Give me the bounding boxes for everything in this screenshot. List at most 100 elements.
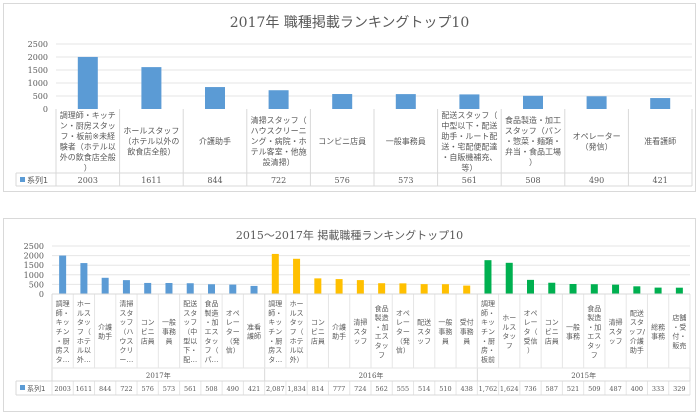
category-label: 師・ (56, 308, 70, 317)
data-value-label: 421 (653, 176, 668, 185)
category-label: タ（ (524, 327, 538, 336)
category-label: ルス (290, 309, 304, 317)
category-label: （ハ (119, 328, 133, 336)
bar (441, 284, 449, 294)
category-label: 食品 (205, 299, 219, 308)
category-label: スタ (353, 327, 367, 336)
category-label: ホー (77, 300, 91, 308)
category-label: 助手 (332, 332, 346, 341)
bar (141, 67, 162, 109)
category-label: 外の飲食店全般 (60, 152, 116, 162)
category-label: フ・板前※未経 (60, 131, 115, 141)
category-label: 護師 (247, 332, 261, 341)
data-value-label: 514 (418, 385, 430, 393)
category-label: 房ス (268, 346, 282, 355)
category-label: スタ (119, 308, 133, 317)
category-label: ビニ (311, 327, 325, 336)
category-label: 事務 (651, 332, 665, 341)
category-label: 信） (396, 346, 410, 355)
bar (527, 279, 534, 294)
category-label: ター (226, 327, 240, 336)
category-label: タッ (290, 318, 304, 327)
category-label: ルス (77, 309, 91, 317)
category-label: レー (524, 319, 538, 327)
category-label: クリ (119, 347, 133, 355)
y-tick-label: 0 (39, 290, 44, 299)
category-label: 店員 (311, 336, 325, 345)
category-label: タ… (56, 355, 70, 364)
data-value-label: 844 (99, 385, 111, 393)
category-label: レー (396, 319, 410, 327)
data-value-label: 1,834 (287, 385, 306, 393)
category-label: 一般 (566, 322, 580, 331)
category-label: ッフ (183, 319, 197, 327)
bar (484, 260, 492, 294)
category-label: 事務 (438, 327, 452, 336)
y-tick-label: 500 (29, 280, 44, 289)
category-label: 型以 (183, 336, 197, 345)
category-label: ング・病院・ホ (251, 136, 307, 146)
bar (59, 255, 67, 294)
category-label: 弁当・食品工場 (505, 147, 561, 157)
bar (650, 98, 671, 109)
category-label: （ホテル以外の (123, 136, 179, 146)
bar (505, 262, 513, 294)
category-label: 房・ (481, 346, 495, 355)
legend-swatch (20, 385, 25, 390)
bar (144, 282, 152, 294)
category-label: タッ (375, 341, 389, 350)
data-value-label: 576 (141, 385, 153, 393)
category-label: チン (481, 328, 495, 336)
category-label: 受信 (524, 336, 538, 345)
data-value-label: 2,087 (266, 385, 285, 393)
bar (205, 87, 225, 109)
data-value-label: 576 (335, 176, 350, 185)
bar (523, 95, 543, 109)
bar (268, 90, 289, 109)
legend-swatch (20, 177, 25, 182)
data-value-label: 521 (567, 385, 579, 393)
category-label: ウス (119, 337, 133, 345)
category-label: スタッフ（パン (505, 127, 561, 136)
data-value-label: 508 (205, 385, 217, 393)
category-label: 製造 (587, 313, 601, 322)
bar (271, 253, 279, 294)
category-label: 調理 (268, 299, 282, 308)
category-label: フ（ (205, 347, 219, 355)
category-label: 調理 (481, 299, 495, 308)
category-label: （発 (396, 336, 410, 345)
category-label: オペ (226, 309, 240, 317)
data-value-label: 438 (460, 385, 472, 393)
data-value-label: 333 (652, 385, 664, 393)
data-value-label: 844 (207, 176, 222, 185)
category-label: スタ (630, 318, 644, 327)
category-label: キッ (268, 319, 282, 327)
category-label: オペレーター (573, 132, 621, 141)
category-label: 配送 (183, 299, 197, 308)
category-label: 助手・ルート配 (441, 131, 497, 141)
category-label: ル以 (290, 347, 304, 355)
bar (633, 286, 641, 294)
chart-2017-panel: 2017年 職種掲載ランキングトップ10 0 500 1000 1500 2000 250… (3, 3, 696, 192)
category-label: 清掃スタッフ（ (251, 115, 307, 125)
data-value-label: 573 (163, 385, 175, 393)
category-label: 店舗 (672, 313, 686, 322)
category-label: ッフ (417, 337, 431, 345)
category-label: ・加 (205, 318, 219, 327)
category-label: 配送 (417, 318, 431, 327)
category-label: 食品 (587, 304, 601, 313)
category-label: 板前 (481, 355, 495, 364)
category-label: 調理師・キッチ (60, 110, 116, 120)
category-label: 准看 (247, 322, 261, 331)
category-label: 清掃 (353, 318, 367, 327)
category-label: フ（ (77, 328, 91, 336)
category-label: タッ (77, 318, 91, 327)
category-label: ハウスクリーニ (251, 127, 307, 136)
bar (250, 285, 258, 294)
bar (548, 282, 556, 294)
category-label: 師・ (481, 308, 495, 317)
bar (77, 56, 98, 109)
y-tick-label: 1000 (28, 79, 48, 88)
group-label: 2015年 (571, 371, 596, 380)
category-label: （発 (226, 336, 240, 345)
